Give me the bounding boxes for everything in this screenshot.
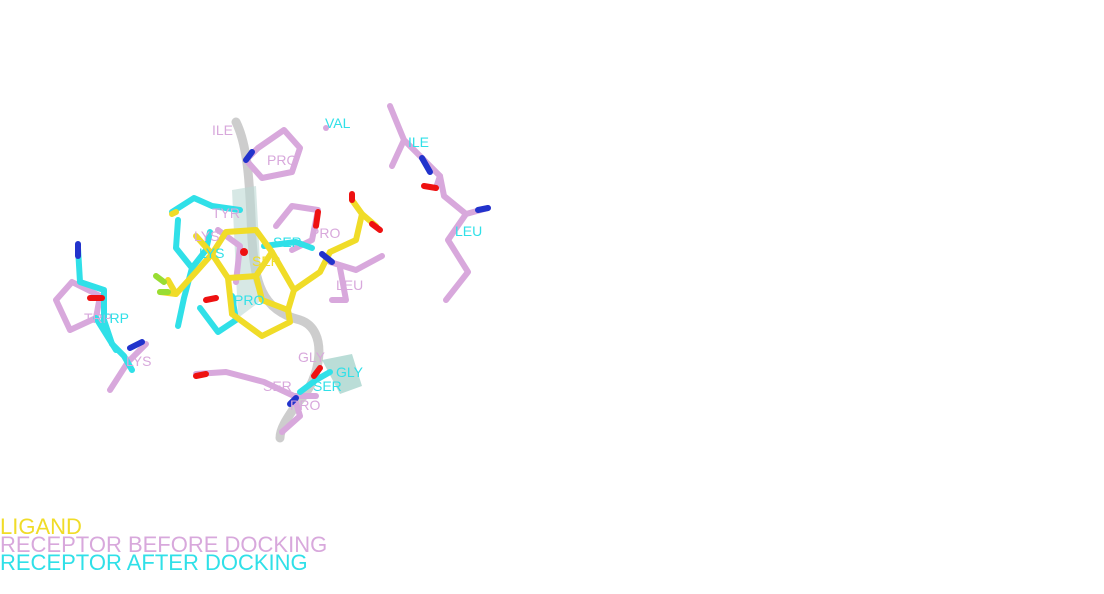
- label-lys-mid-before: LYS: [194, 228, 219, 244]
- label-pro-top: PRO: [267, 152, 297, 168]
- backbone-ribbon-sheet-low: [322, 354, 362, 394]
- receptor-after-sticks: [75, 195, 333, 395]
- val-atom: [323, 125, 329, 131]
- label-leu-mid: LEU: [336, 277, 363, 293]
- label-lys-left: LYS: [126, 353, 151, 369]
- label-trp-before: TRP: [101, 310, 129, 326]
- label-ser-mid-after: SER: [273, 234, 302, 250]
- label-gly-before: GLY: [298, 349, 326, 365]
- label-trp-after: TRP: [84, 310, 112, 326]
- label-val-after: VAL: [325, 115, 351, 131]
- label-leu-right: LEU: [455, 223, 482, 239]
- label-pro-bottom: PRO: [290, 397, 320, 413]
- label-pro-low: PRO: [234, 292, 264, 308]
- residue-labels: ILE VAL ILE PRO TYR LYS LYS SER SER PRO …: [84, 115, 482, 413]
- label-ile-right: ILE: [408, 134, 429, 150]
- label-gly-after: GLY: [336, 364, 364, 380]
- label-pro-mid: PRO: [310, 225, 340, 241]
- water-oxygen: [240, 248, 248, 256]
- heteroatoms: [75, 149, 491, 407]
- label-ser-low-before: SER: [263, 378, 292, 394]
- label-ile-before: ILE: [212, 122, 233, 138]
- label-lys-mid-after: LYS: [199, 245, 224, 261]
- legend-receptor-after: RECEPTOR AFTER DOCKING: [0, 550, 308, 575]
- legend-receptor-before: RECEPTOR BEFORE DOCKING: [0, 532, 328, 557]
- label-ser-mid-ligand: SER: [252, 253, 281, 269]
- label-tyr: TYR: [212, 205, 240, 221]
- ligand-sticks: [157, 197, 379, 339]
- label-ser-low-after: SER: [313, 378, 342, 394]
- legend-ligand: LIGAND: [0, 514, 82, 539]
